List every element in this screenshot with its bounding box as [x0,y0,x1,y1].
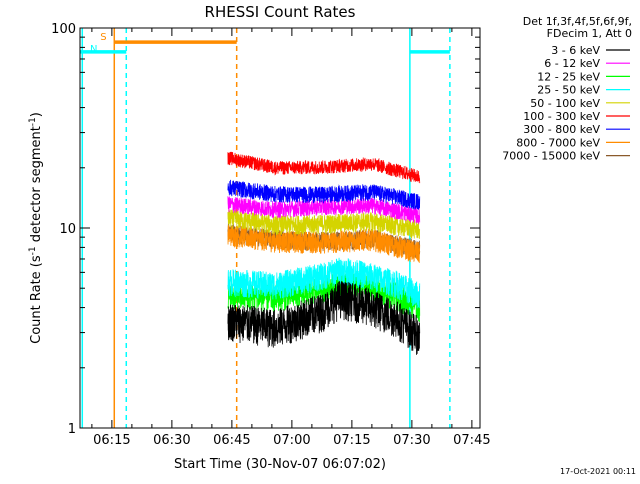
series-line-300-800kev [227,179,421,210]
axes: 06:15 06:30 06:45 07:00 07:15 07:30 07:45 1 10 10… [51,22,490,448]
series-line-12-25kev [227,270,421,323]
series-line-3-6kev [227,281,421,355]
legend-label-8: 800 - 7000 keV [516,136,600,149]
legend-header-1: Det 1f,3f,4f,5f,6f,9f, [523,15,632,28]
x-tick-label-0730: 07:30 [393,433,430,448]
legend-label-4: 25 - 50 keV [537,84,600,97]
legend: Det 1f,3f,4f,5f,6f,9f,FDecim 1, Att 0 3 -… [502,15,632,163]
y-axis-label-sup-1: -1 [28,246,38,255]
chart-title: RHESSI Count Rates [205,3,356,21]
flag-label-s: S [100,32,106,43]
x-tick-label-0745: 07:45 [453,433,490,448]
x-tick-label-0645: 06:45 [213,433,250,448]
legend-label-2: 6 - 12 keV [544,57,600,70]
series-layer [227,151,421,355]
series-line-50-100kev [227,209,421,239]
legend-label-5: 50 - 100 keV [530,97,600,110]
x-tick-label-0715: 07:15 [333,433,370,448]
x-tick-label-0630: 06:30 [153,433,190,448]
legend-header-2: FDecim 1, Att 0 [547,27,632,40]
x-axis-label: Start Time (30-Nov-07 06:07:02) [174,457,386,472]
legend-label-3: 12 - 25 keV [537,70,600,83]
x-tick-label-0700: 07:00 [273,433,310,448]
y-tick-label-1: 1 [68,422,76,437]
series-line-25-50kev [227,257,421,309]
y-tick-label-100: 100 [51,22,76,37]
series-line-100-300kev [227,151,421,184]
y-axis-label-mid: detector segment [29,126,44,246]
y-axis-label: Count Rate (s-1 detector segment-1) [28,112,44,344]
series-line-6-12kev [227,196,421,225]
flag-bars: SN [80,32,450,55]
y-tick-label-10: 10 [59,222,76,237]
x-tick-label-0615: 06:15 [93,433,130,448]
legend-label-7: 300 - 800 keV [523,123,600,136]
footer-date: 17-Oct-2021 00:11 [560,467,636,476]
series-line-800-7000kev [227,225,421,263]
flag-label-n: N [90,44,97,55]
y-axis-label-sup-2: -1 [28,117,38,126]
legend-label-1: 3 - 6 keV [551,44,600,57]
legend-label-9: 7000 - 15000 keV [502,150,600,163]
y-axis-label-end: ) [29,112,44,117]
y-axis-label-main: Count Rate (s [29,255,44,344]
legend-label-6: 100 - 300 keV [523,110,600,123]
